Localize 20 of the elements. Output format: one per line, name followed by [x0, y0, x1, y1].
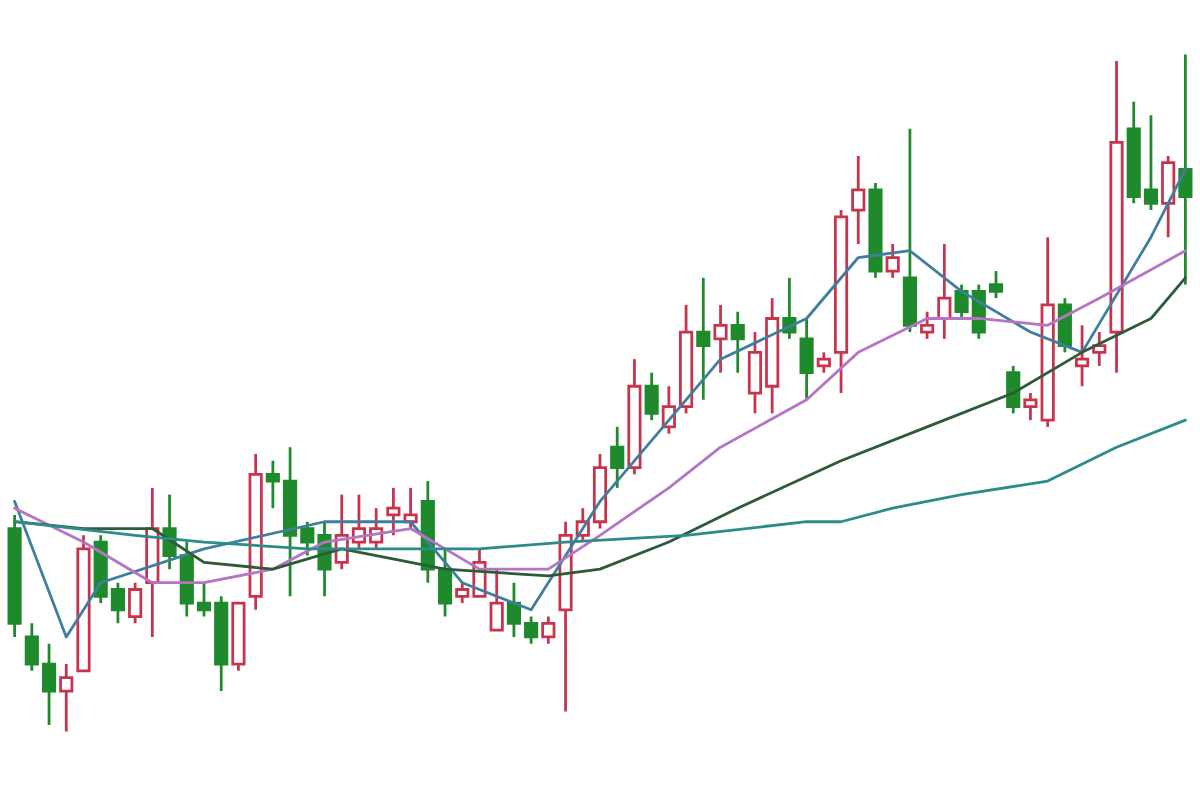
candlestick: [128, 581, 143, 625]
candlestick: [541, 615, 556, 646]
candlestick: [713, 303, 728, 375]
candlestick: [59, 662, 74, 732]
candlestick: [386, 486, 401, 537]
candlestick: [1161, 154, 1176, 239]
candlestick: [644, 371, 659, 422]
candlestick: [851, 154, 866, 246]
candlestick: [1075, 323, 1090, 388]
candlestick: [885, 242, 900, 280]
candlestick: [1178, 54, 1193, 286]
candlestick: [610, 425, 625, 490]
candlestick: [920, 310, 935, 341]
candlestick: [799, 317, 814, 402]
candlestick: [1006, 364, 1021, 415]
candlestick: [816, 350, 831, 375]
candlestick: [902, 127, 917, 334]
candlestick: [1092, 330, 1107, 368]
candlestick: [730, 310, 745, 375]
candlestick: [696, 276, 711, 402]
